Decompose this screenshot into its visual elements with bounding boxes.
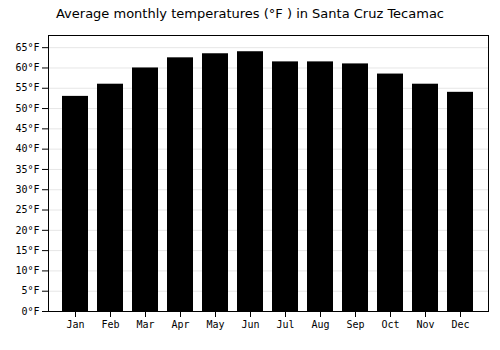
svg-text:65°F: 65°F: [15, 42, 39, 53]
svg-text:Jul: Jul: [276, 319, 294, 330]
svg-text:Nov: Nov: [416, 319, 434, 330]
svg-text:Mar: Mar: [136, 319, 154, 330]
svg-text:25°F: 25°F: [15, 204, 39, 215]
svg-text:55°F: 55°F: [15, 82, 39, 93]
svg-text:40°F: 40°F: [15, 143, 39, 154]
svg-text:15°F: 15°F: [15, 245, 39, 256]
svg-text:30°F: 30°F: [15, 184, 39, 195]
svg-text:Apr: Apr: [171, 319, 189, 330]
svg-text:Sep: Sep: [346, 319, 364, 330]
svg-text:Oct: Oct: [381, 319, 399, 330]
svg-text:45°F: 45°F: [15, 123, 39, 134]
svg-text:Jun: Jun: [241, 319, 259, 330]
svg-text:Dec: Dec: [451, 319, 469, 330]
svg-text:Jan: Jan: [66, 319, 84, 330]
svg-text:Feb: Feb: [101, 319, 119, 330]
svg-text:10°F: 10°F: [15, 265, 39, 276]
svg-text:May: May: [206, 319, 224, 330]
svg-text:5°F: 5°F: [21, 285, 39, 296]
svg-text:Aug: Aug: [311, 319, 329, 330]
svg-text:60°F: 60°F: [15, 62, 39, 73]
svg-text:0°F: 0°F: [21, 306, 39, 317]
svg-text:20°F: 20°F: [15, 225, 39, 236]
html-text:Average monthly temperatures (: Average monthly temperatures (°F ) in Sa…: [56, 6, 444, 21]
svg-text:35°F: 35°F: [15, 164, 39, 175]
svg-text:50°F: 50°F: [15, 103, 39, 114]
